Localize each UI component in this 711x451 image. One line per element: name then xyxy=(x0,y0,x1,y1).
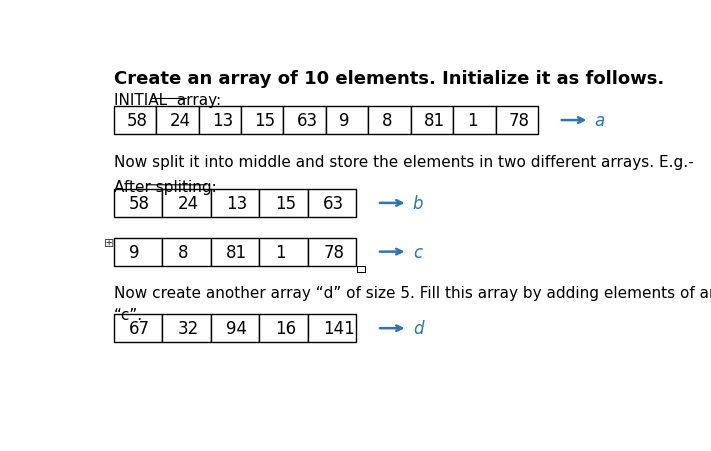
Text: 78: 78 xyxy=(509,112,530,130)
Text: 15: 15 xyxy=(274,194,296,212)
Text: 13: 13 xyxy=(212,112,233,130)
FancyBboxPatch shape xyxy=(411,107,453,135)
FancyBboxPatch shape xyxy=(453,107,496,135)
FancyBboxPatch shape xyxy=(259,189,308,217)
FancyBboxPatch shape xyxy=(114,189,162,217)
Text: 1: 1 xyxy=(466,112,477,130)
Text: 8: 8 xyxy=(382,112,392,130)
Text: 78: 78 xyxy=(323,243,344,261)
Text: 9: 9 xyxy=(129,243,139,261)
Text: 9: 9 xyxy=(339,112,350,130)
FancyBboxPatch shape xyxy=(496,107,538,135)
FancyBboxPatch shape xyxy=(198,107,241,135)
Text: 81: 81 xyxy=(226,243,247,261)
Text: 67: 67 xyxy=(129,319,150,337)
Text: Create an array of 10 elements. Initialize it as follows.: Create an array of 10 elements. Initiali… xyxy=(114,70,664,87)
Text: 63: 63 xyxy=(323,194,344,212)
Text: 58: 58 xyxy=(127,112,149,130)
Text: 141: 141 xyxy=(323,319,355,337)
FancyBboxPatch shape xyxy=(162,238,210,266)
Text: 13: 13 xyxy=(226,194,247,212)
Text: a: a xyxy=(594,112,605,130)
Text: 24: 24 xyxy=(178,194,199,212)
Text: ⊞: ⊞ xyxy=(105,237,114,250)
Text: INITIAL  array:: INITIAL array: xyxy=(114,93,221,108)
Text: After spliting:: After spliting: xyxy=(114,179,216,194)
FancyBboxPatch shape xyxy=(162,315,210,342)
FancyBboxPatch shape xyxy=(368,107,411,135)
FancyBboxPatch shape xyxy=(156,107,198,135)
FancyBboxPatch shape xyxy=(114,315,162,342)
Text: 16: 16 xyxy=(274,319,296,337)
Text: 58: 58 xyxy=(129,194,150,212)
FancyBboxPatch shape xyxy=(308,238,356,266)
FancyBboxPatch shape xyxy=(162,189,210,217)
FancyBboxPatch shape xyxy=(210,238,259,266)
Text: 1: 1 xyxy=(274,243,285,261)
Text: 8: 8 xyxy=(178,243,188,261)
Text: 94: 94 xyxy=(226,319,247,337)
FancyBboxPatch shape xyxy=(210,189,259,217)
Text: 15: 15 xyxy=(255,112,276,130)
Text: 63: 63 xyxy=(297,112,318,130)
Text: 81: 81 xyxy=(424,112,445,130)
Text: d: d xyxy=(413,319,423,337)
FancyBboxPatch shape xyxy=(241,107,284,135)
FancyBboxPatch shape xyxy=(114,107,156,135)
FancyBboxPatch shape xyxy=(326,107,368,135)
Text: Now split it into middle and store the elements in two different arrays. E.g.-: Now split it into middle and store the e… xyxy=(114,155,693,170)
Text: b: b xyxy=(413,194,423,212)
Text: 24: 24 xyxy=(170,112,191,130)
FancyBboxPatch shape xyxy=(284,107,326,135)
FancyBboxPatch shape xyxy=(259,238,308,266)
FancyBboxPatch shape xyxy=(308,315,356,342)
Text: c: c xyxy=(413,243,422,261)
FancyBboxPatch shape xyxy=(210,315,259,342)
Text: 32: 32 xyxy=(178,319,199,337)
FancyBboxPatch shape xyxy=(114,238,162,266)
Text: Now create another array “d” of size 5. Fill this array by adding elements of ar: Now create another array “d” of size 5. … xyxy=(114,285,711,322)
FancyBboxPatch shape xyxy=(308,189,356,217)
FancyBboxPatch shape xyxy=(259,315,308,342)
